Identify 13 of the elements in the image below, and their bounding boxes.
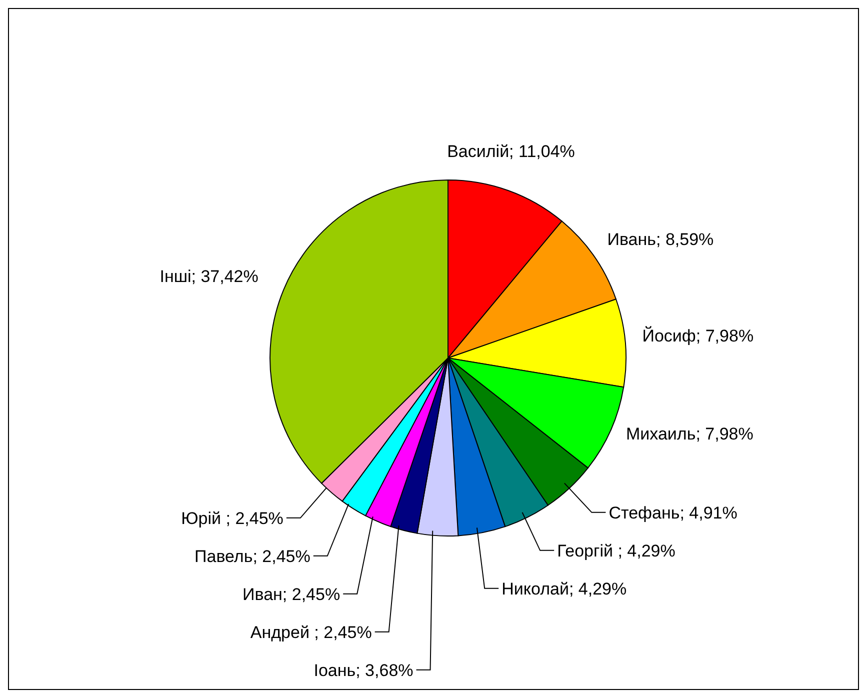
slice-label: Йосиф; 7,98% — [642, 326, 754, 346]
slice-label: Юрій ; 2,45% — [181, 508, 284, 528]
slice-label: Андрей ; 2,45% — [250, 622, 372, 642]
slice-label: Ивань; 8,59% — [607, 230, 714, 249]
slice-label: Георгій ; 4,29% — [557, 541, 676, 560]
slice-label: Іоань; 3,68% — [314, 660, 414, 680]
slice-label: Інші; 37,42% — [160, 267, 258, 286]
slice-label: Стефань; 4,91% — [608, 503, 738, 522]
slice-label: Иван; 2,45% — [242, 584, 340, 604]
slice-label: Николай; 4,29% — [502, 579, 627, 598]
slice-label: Павель; 2,45% — [194, 546, 310, 566]
slice-label: Михаиль; 7,98% — [626, 424, 754, 444]
slice-label: Василій; 11,04% — [447, 142, 575, 161]
